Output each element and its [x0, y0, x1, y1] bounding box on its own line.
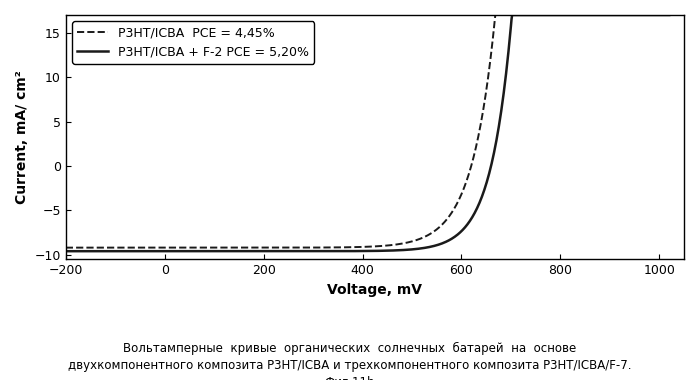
- Legend: Р3НТ/ICBA  PCE = 4,45%, Р3НТ/ICBA + F-2 PCE = 5,20%: Р3НТ/ICBA PCE = 4,45%, Р3НТ/ICBA + F-2 P…: [72, 21, 315, 63]
- Line: Р3НТ/ICBA  PCE = 4,45%: Р3НТ/ICBA PCE = 4,45%: [66, 15, 669, 248]
- Р3НТ/ICBA  PCE = 4,45%: [476, 125, 484, 130]
- Text: двухкомпонентного композита Р3НТ/ICBA и трехкомпонентного композита Р3НТ/ICBA/F-: двухкомпонентного композита Р3НТ/ICBA и …: [68, 359, 631, 372]
- Y-axis label: Current, mA/ cm²: Current, mA/ cm²: [15, 70, 29, 204]
- Line: Р3НТ/ICBA + F-2 PCE = 5,20%: Р3НТ/ICBA + F-2 PCE = 5,20%: [66, 15, 669, 251]
- Text: Вольтамперные  кривые  органических  солнечных  батарей  на  основе: Вольтамперные кривые органических солнеч…: [123, 342, 576, 355]
- Text: Фиг.11b: Фиг.11b: [324, 376, 375, 380]
- Р3НТ/ICBA + F-2 PCE = 5,20%: [62, 249, 70, 253]
- Р3НТ/ICBA  PCE = 4,45%: [62, 245, 70, 250]
- Р3НТ/ICBA + F-2 PCE = 5,20%: [544, 13, 552, 17]
- Р3НТ/ICBA  PCE = 4,45%: [305, 245, 314, 250]
- X-axis label: Voltage, mV: Voltage, mV: [327, 283, 422, 297]
- Р3НТ/ICBA  PCE = 4,45%: [327, 245, 336, 250]
- Р3НТ/ICBA + F-2 PCE = 5,20%: [533, 13, 541, 17]
- Р3НТ/ICBA + F-2 PCE = 5,20%: [305, 249, 314, 253]
- Р3НТ/ICBA  PCE = 4,45%: [491, 13, 500, 17]
- Р3НТ/ICBA + F-2 PCE = 5,20%: [123, 249, 131, 253]
- Р3НТ/ICBA  PCE = 4,45%: [123, 245, 131, 250]
- Р3НТ/ICBA + F-2 PCE = 5,20%: [508, 13, 517, 17]
- Р3НТ/ICBA + F-2 PCE = 5,20%: [327, 249, 336, 253]
- Р3НТ/ICBA  PCE = 4,45%: [665, 13, 673, 17]
- Р3НТ/ICBA  PCE = 4,45%: [533, 13, 541, 17]
- Р3НТ/ICBA + F-2 PCE = 5,20%: [665, 13, 673, 17]
- Р3НТ/ICBA  PCE = 4,45%: [544, 13, 552, 17]
- Р3НТ/ICBA + F-2 PCE = 5,20%: [476, 199, 484, 204]
